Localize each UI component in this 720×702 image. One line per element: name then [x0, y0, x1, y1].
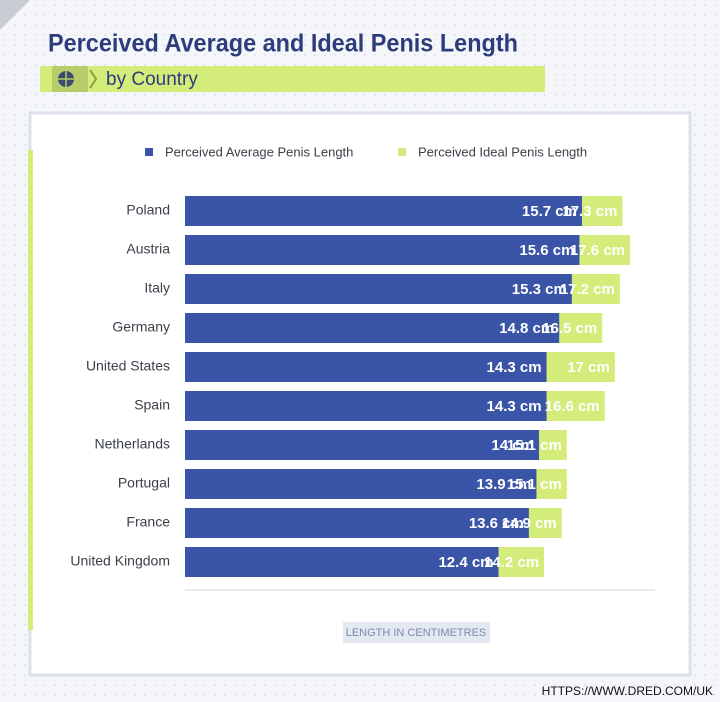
chevron [89, 69, 98, 89]
y-tick-label: Poland [126, 202, 170, 218]
y-tick-label: Italy [144, 280, 170, 296]
legend-label: Perceived Ideal Penis Length [418, 144, 587, 159]
y-tick-label: Austria [126, 241, 170, 257]
value-label: 14.8 cm [499, 320, 554, 337]
bar [185, 391, 547, 421]
value-label: 17.6 cm [570, 242, 625, 259]
subtitle-band [40, 66, 545, 92]
y-tick-label: United Kingdom [70, 553, 170, 569]
source: HTTPS://WWW.DRED.COM/UK [542, 684, 713, 698]
y-tick-label: United States [86, 358, 170, 374]
y-tick-label: Netherlands [95, 436, 171, 452]
bar [185, 547, 499, 577]
value-label: 16.5 cm [542, 320, 597, 337]
value-label: 14.3 cm [487, 359, 542, 376]
value-label: 15.6 cm [519, 242, 574, 259]
y-tick-label: Spain [134, 397, 170, 413]
bar [185, 508, 529, 538]
y-tick-label: Germany [112, 319, 170, 335]
legend-swatch [398, 148, 406, 156]
value-label: 15.1 cm [507, 437, 562, 454]
panel-accent [28, 150, 33, 630]
value-label: 13.9 cm [476, 476, 531, 493]
value-label: 15.3 cm [512, 281, 567, 298]
value-label: 17 cm [567, 359, 610, 376]
bar [185, 274, 572, 304]
value-label: 14 cm [491, 437, 534, 454]
value-label: 17.2 cm [560, 281, 615, 298]
corner [0, 0, 30, 30]
value-label: 12.4 cm [438, 554, 493, 571]
chart-title: Perceived Average and Ideal Penis Length [48, 30, 518, 58]
value-label: 15.7 cm [522, 203, 577, 220]
y-tick-label: Portugal [118, 475, 170, 491]
value-label: 16.6 cm [545, 398, 600, 415]
bar [185, 313, 560, 343]
y-tick-label: France [126, 514, 170, 530]
axis-label-box [343, 622, 490, 643]
value-label: 17.3 cm [562, 203, 617, 220]
legend-swatch [145, 148, 153, 156]
bar [185, 196, 582, 226]
value-label: 15.1 cm [507, 476, 562, 493]
value-label: 14.3 cm [487, 398, 542, 415]
bar [185, 235, 580, 265]
value-label: 14.2 cm [484, 554, 539, 571]
legend-label: Perceived Average Penis Length [165, 144, 353, 159]
x-axis-label: LENGTH IN CENTIMETRES [346, 627, 487, 639]
bar [185, 430, 539, 460]
bar [185, 469, 537, 499]
value-label: 13.6 cm [469, 515, 524, 532]
value-label: 14.9 cm [502, 515, 557, 532]
bar [185, 352, 547, 382]
globe-lines [58, 71, 74, 87]
chart-subtitle: by Country [106, 69, 198, 90]
